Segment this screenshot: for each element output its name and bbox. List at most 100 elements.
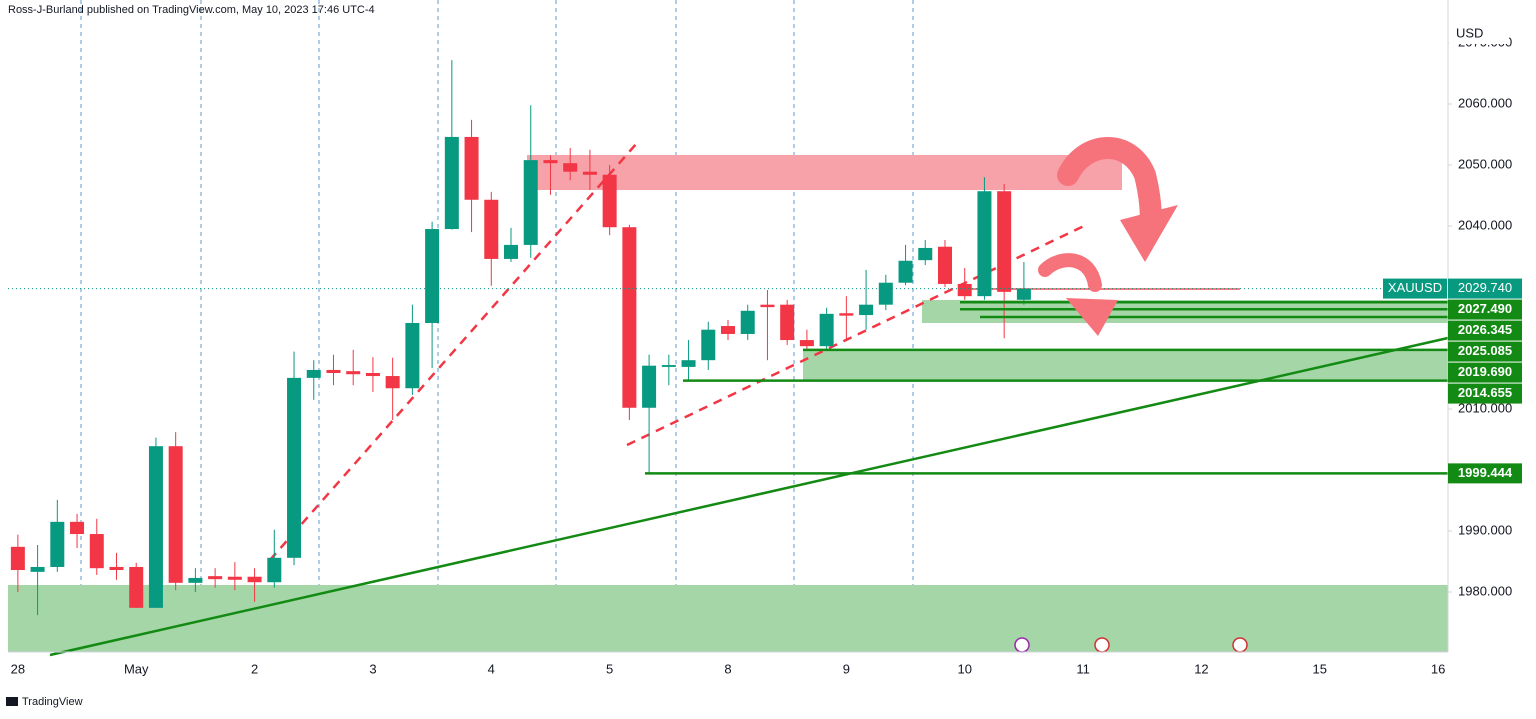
candle-body: [504, 244, 519, 259]
candle-body: [622, 227, 637, 408]
candle-body: [780, 304, 795, 341]
candle-body: [859, 304, 874, 316]
candle-body: [425, 229, 440, 323]
candle-body: [168, 446, 183, 583]
x-tick-label: 12: [1194, 661, 1208, 676]
support-zone: [8, 585, 1448, 652]
candle-body: [661, 365, 676, 367]
y-tick-label: 2050.000: [1458, 156, 1512, 171]
candle-body: [208, 576, 223, 580]
x-tick-label: 3: [369, 661, 376, 676]
unit-bg: [1449, 24, 1509, 44]
candle-body: [523, 160, 538, 245]
y-tick-label: 2060.000: [1458, 95, 1512, 110]
x-tick-label: 9: [843, 661, 850, 676]
candle-body: [918, 247, 933, 261]
candle-body: [287, 377, 302, 558]
candle-body: [799, 340, 814, 347]
candle-body: [50, 521, 65, 567]
candle-body: [1016, 288, 1031, 300]
candle-body: [365, 372, 380, 377]
candle-body: [642, 365, 657, 408]
x-tick-label: 28: [11, 661, 25, 676]
candle-body: [346, 371, 361, 375]
y-tick-label: 2040.000: [1458, 217, 1512, 232]
candle-body: [681, 360, 696, 367]
event-icon[interactable]: [1014, 637, 1030, 653]
candle-body: [543, 160, 558, 164]
candle-body: [740, 310, 755, 334]
x-tick-label: May: [124, 661, 149, 676]
x-tick-label: 15: [1313, 661, 1327, 676]
candle-body: [306, 369, 321, 378]
event-icon[interactable]: [1232, 637, 1248, 653]
candle-body: [997, 191, 1012, 292]
candle-body: [464, 136, 479, 200]
resistance-zone: [527, 155, 1122, 190]
candle-body: [602, 174, 617, 228]
symbol-label: XAUUSD: [1388, 280, 1442, 295]
candle-body: [227, 576, 242, 580]
y-tick-label: 1980.000: [1458, 583, 1512, 598]
last-price-label-bg: [1448, 278, 1522, 299]
x-tick-label: 11: [1076, 661, 1090, 676]
trend-line: [269, 142, 638, 561]
price-label: 2026.345: [1458, 322, 1512, 337]
event-icon[interactable]: [1094, 637, 1110, 653]
candle-body: [957, 283, 972, 297]
symbol-label-bg: [1383, 278, 1447, 299]
price-label-bg: [1448, 362, 1522, 383]
y-tick-label: 1990.000: [1458, 522, 1512, 537]
candle-body: [937, 246, 952, 284]
x-tick-label: 2: [251, 661, 258, 676]
support-zone: [803, 350, 1448, 381]
candle-body: [70, 521, 85, 535]
price-label: 1999.444: [1458, 465, 1513, 480]
y-tick-label: 2010.000: [1458, 400, 1512, 415]
x-tick-label: 16: [1431, 661, 1445, 676]
arrows: [1038, 137, 1162, 292]
x-tick-label: 4: [488, 661, 495, 676]
last-price-label: 2029.740: [1458, 280, 1512, 295]
candle-body: [109, 566, 124, 571]
footer: TradingView: [22, 696, 83, 708]
candle-body: [878, 282, 893, 305]
candle-body: [582, 171, 597, 175]
trend-line: [626, 222, 1089, 447]
price-label-bg: [1448, 341, 1522, 362]
attribution: Ross-J-Burland published on TradingView.…: [8, 4, 375, 16]
trend-line: [49, 336, 1449, 657]
x-tick-label: 10: [957, 661, 971, 676]
candle-body: [444, 136, 459, 230]
candle-body: [701, 329, 716, 361]
candle-body: [819, 313, 834, 347]
candle-body: [247, 576, 262, 583]
logo: [6, 697, 18, 706]
x-tick-label: 8: [724, 661, 731, 676]
candle-body: [760, 304, 775, 308]
candle-body: [898, 260, 913, 283]
candle-body: [326, 369, 341, 373]
arrow-head: [1120, 205, 1178, 262]
price-label-bg: [1448, 463, 1522, 484]
candle-body: [188, 577, 203, 583]
candle-body: [385, 376, 400, 389]
price-label-bg: [1448, 320, 1522, 341]
candle-body: [10, 546, 25, 571]
candle-body: [721, 326, 735, 334]
candle-body: [563, 163, 578, 172]
price-label: 2025.085: [1458, 343, 1512, 358]
price-label: 2019.690: [1458, 364, 1512, 379]
candle-body: [977, 191, 992, 297]
candle-body: [30, 566, 45, 572]
price-label: 2014.655: [1458, 385, 1512, 400]
candle-body: [484, 199, 499, 259]
candle-body: [839, 313, 854, 316]
arrow-head: [1066, 298, 1118, 336]
candle-body: [148, 446, 163, 608]
candle-body: [129, 566, 144, 608]
x-tick-label: 5: [606, 661, 613, 676]
plot: [8, 60, 1448, 616]
